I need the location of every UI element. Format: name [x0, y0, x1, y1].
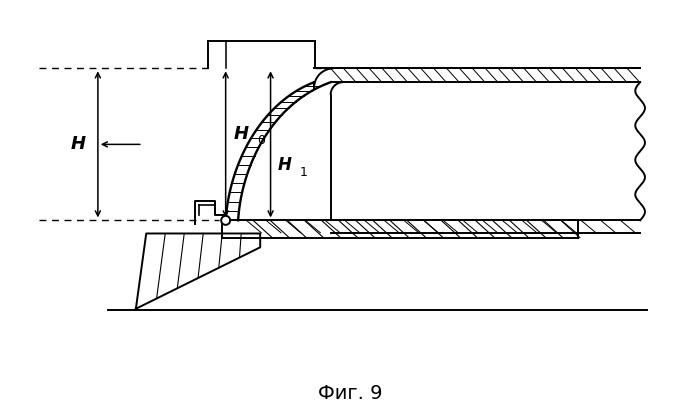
Text: H: H	[277, 156, 291, 174]
Text: Фиг. 9: Фиг. 9	[318, 383, 382, 402]
Text: H: H	[70, 135, 85, 153]
Text: 1: 1	[300, 165, 307, 178]
Circle shape	[221, 216, 230, 225]
Text: 0: 0	[257, 134, 265, 147]
Text: H: H	[234, 125, 249, 143]
